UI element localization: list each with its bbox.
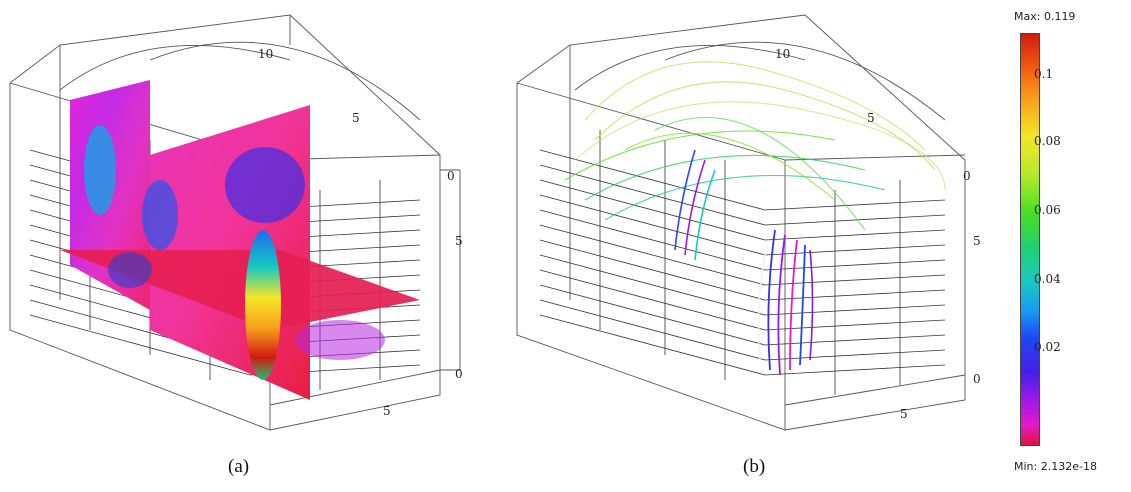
colorbar: Max: 0.119 0.1 0.08 0.06 0.04 0.02 Min: …	[1012, 0, 1131, 492]
svg-text:0: 0	[455, 367, 463, 381]
svg-text:5: 5	[973, 234, 981, 248]
svg-text:10: 10	[775, 47, 790, 61]
streamline-plot-panel: 10 5 0 5 0 5	[516, 14, 981, 431]
svg-text:5: 5	[867, 111, 875, 125]
colorbar-max-label: Max: 0.119	[1014, 10, 1076, 23]
colorbar-gradient	[1020, 33, 1040, 446]
colorbar-tick: 0.04	[1034, 272, 1061, 286]
svg-text:10: 10	[258, 47, 273, 61]
colorbar-tick: 0.02	[1034, 340, 1061, 354]
svg-text:5: 5	[383, 404, 391, 418]
svg-text:5: 5	[900, 407, 908, 421]
svg-text:0: 0	[447, 169, 455, 183]
axis-ticks: 10 5 0 5 0 5	[775, 47, 981, 421]
slice-plot-panel: 10 5 0 5 0 5	[9, 14, 463, 431]
svg-text:0: 0	[963, 169, 971, 183]
colorbar-tick: 0.06	[1034, 203, 1061, 217]
caption-a: (a)	[228, 456, 250, 477]
caption-b: (b)	[743, 456, 766, 477]
svg-text:5: 5	[352, 111, 360, 125]
building-floors	[539, 130, 946, 395]
colorbar-tick: 0.1	[1034, 67, 1054, 81]
svg-text:5: 5	[455, 234, 463, 248]
colorbar-tick: 0.08	[1034, 134, 1061, 148]
axis-ticks: 10 5 0 5 0 5	[258, 47, 463, 418]
streamlines	[564, 61, 946, 376]
wireframe-box	[516, 14, 966, 431]
svg-text:0: 0	[973, 372, 981, 386]
slice-planes	[60, 80, 420, 400]
colorbar-min-label: Min: 2.132e-18	[1014, 460, 1097, 473]
